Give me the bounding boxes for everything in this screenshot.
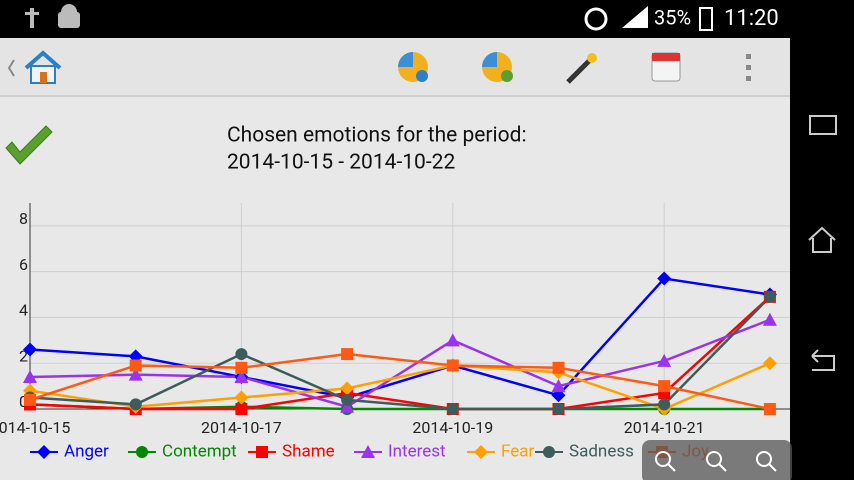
- calendar-icon[interactable]: [651, 52, 681, 82]
- zoom-controls: [642, 440, 792, 480]
- magic-wand-icon[interactable]: [566, 53, 597, 84]
- data-point: [234, 369, 249, 383]
- data-point: [340, 381, 355, 396]
- legend-label: Sadness: [569, 441, 634, 461]
- data-point: [552, 361, 565, 374]
- back-button[interactable]: [811, 349, 835, 371]
- legend-label: Shame: [282, 441, 335, 461]
- zoom-reset-button[interactable]: [756, 451, 777, 472]
- legend-label: Contempt: [162, 441, 237, 461]
- data-point: [551, 379, 566, 393]
- status-icons: [25, 4, 80, 28]
- stats-alert-icon[interactable]: [482, 52, 513, 82]
- series-line: [29, 295, 771, 411]
- data-point: [23, 369, 37, 383]
- legend-marker: [256, 446, 268, 458]
- data-point: [340, 399, 355, 413]
- data-point: [23, 342, 37, 357]
- data-point: [129, 398, 142, 411]
- y-tick-label: 2: [19, 346, 28, 365]
- legend-marker: [543, 446, 555, 458]
- home-button[interactable]: [808, 226, 836, 253]
- data-point: [763, 403, 776, 415]
- data-point: [235, 361, 248, 374]
- x-tick-label: 2014-10-19: [412, 418, 493, 437]
- x-tick-label: 2014-10-17: [201, 418, 282, 437]
- up-caret[interactable]: [7, 59, 15, 77]
- recent-apps-button[interactable]: [809, 115, 837, 135]
- data-point: [762, 312, 777, 326]
- legend-label: Interest: [388, 441, 446, 461]
- nav-bar: [790, 38, 854, 480]
- checkmark-icon[interactable]: [5, 125, 53, 165]
- chart-title: Chosen emotions for the period:: [227, 124, 527, 148]
- legend-label: Fear: [501, 441, 534, 461]
- data-point: [658, 398, 671, 411]
- y-tick-label: 0: [19, 392, 28, 411]
- x-tick-label: 2014-10-15: [0, 418, 70, 437]
- data-point: [235, 403, 248, 415]
- chart: 0 2 4 6 8 2014-10-15 2014-10-17 2014-10-19 2014-…: [0, 203, 790, 461]
- data-point: [763, 290, 776, 303]
- data-point: [446, 359, 459, 372]
- overflow-menu[interactable]: [746, 54, 751, 81]
- data-point: [234, 390, 249, 405]
- battery-icon: [699, 7, 713, 31]
- data-point: [341, 348, 354, 361]
- battery-percent: 35%: [654, 5, 691, 29]
- y-tick-label: 6: [19, 255, 28, 274]
- data-point: [552, 403, 565, 415]
- legend-marker: [136, 446, 148, 458]
- legend-marker: [474, 445, 488, 459]
- zoom-in-button[interactable]: [655, 451, 676, 472]
- legend-marker: [37, 445, 51, 459]
- data-point: [658, 380, 671, 393]
- legend-label: Anger: [64, 441, 109, 461]
- data-point: [762, 356, 777, 371]
- data-point: [24, 393, 36, 406]
- x-tick-label: 2014-10-21: [624, 418, 705, 437]
- chart-subtitle: 2014-10-15 - 2014-10-22: [227, 151, 455, 175]
- y-tick-label: 4: [19, 301, 28, 320]
- series-line: [29, 362, 771, 411]
- data-point: [445, 333, 460, 347]
- stats-icon[interactable]: [398, 52, 428, 82]
- series-line: [29, 318, 771, 409]
- system-icons: [584, 6, 648, 31]
- home-icon[interactable]: [24, 50, 62, 84]
- zoom-out-button[interactable]: [706, 451, 727, 472]
- series-line: [29, 352, 771, 411]
- series-line: [29, 277, 771, 399]
- data-point: [657, 353, 672, 367]
- data-point: [128, 367, 143, 381]
- y-tick-label: 8: [19, 209, 28, 228]
- data-point: [235, 348, 248, 361]
- series-line: [29, 295, 771, 411]
- data-point: [341, 393, 354, 406]
- data-point: [129, 359, 142, 372]
- data-point: [657, 271, 672, 286]
- data-point: [446, 403, 459, 415]
- legend-marker: [361, 445, 375, 458]
- clock: 11:20: [724, 6, 779, 31]
